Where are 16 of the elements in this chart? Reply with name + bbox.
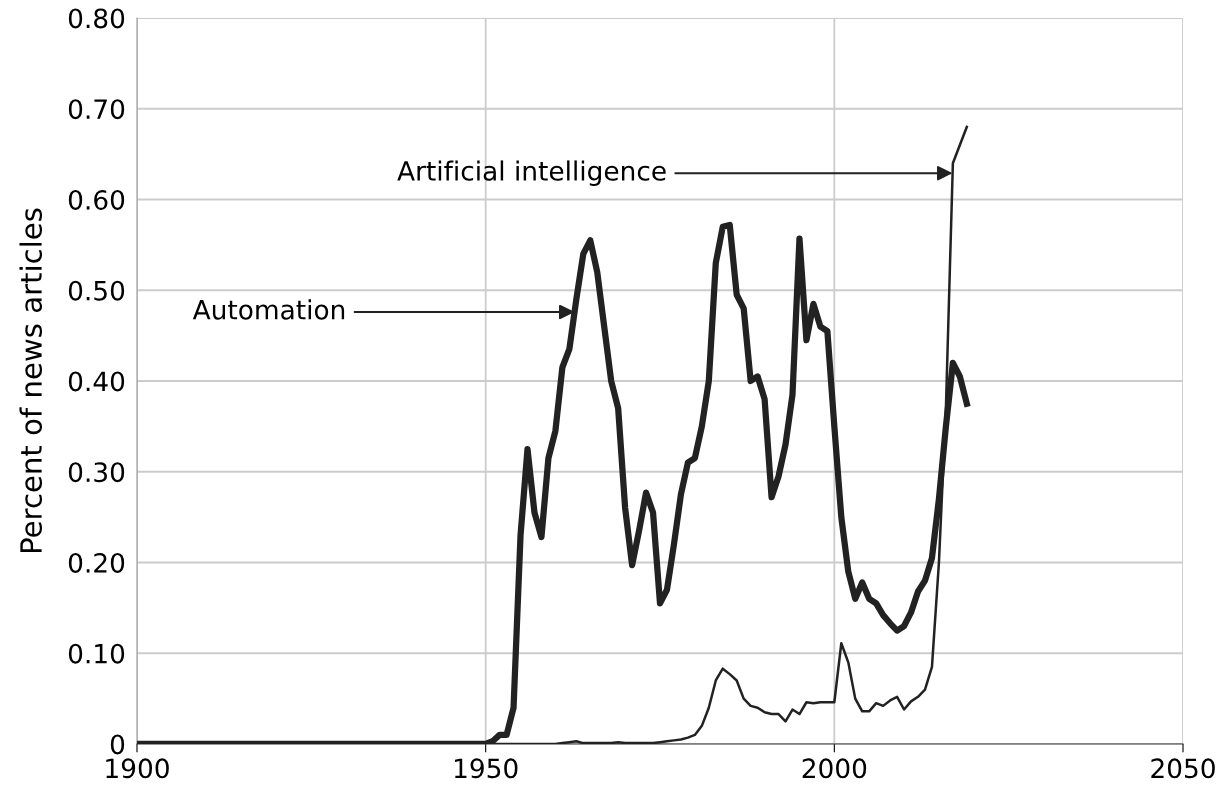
x-tick-label: 2050 — [1151, 758, 1215, 779]
y-tick-label: 0.40 — [68, 371, 125, 392]
y-tick-label: 0.60 — [68, 189, 125, 210]
y-axis-title: Percent of news articles — [19, 208, 43, 553]
y-tick-label: 0.20 — [68, 552, 125, 573]
annotation: Artificial intelligence — [397, 160, 666, 186]
annotation: Automation — [192, 299, 345, 320]
x-tick-label: 1950 — [454, 758, 518, 779]
x-tick-label: 2000 — [802, 758, 867, 779]
y-tick-label: 0.10 — [68, 643, 125, 664]
x-tick-label: 1900 — [106, 758, 169, 779]
y-tick-label: 0.70 — [68, 99, 125, 120]
y-tick-label: 0.50 — [68, 280, 125, 301]
y-tick-label: 0 — [110, 734, 125, 755]
y-tick-label: 0.80 — [68, 8, 125, 29]
y-tick-label: 0.30 — [68, 462, 125, 483]
